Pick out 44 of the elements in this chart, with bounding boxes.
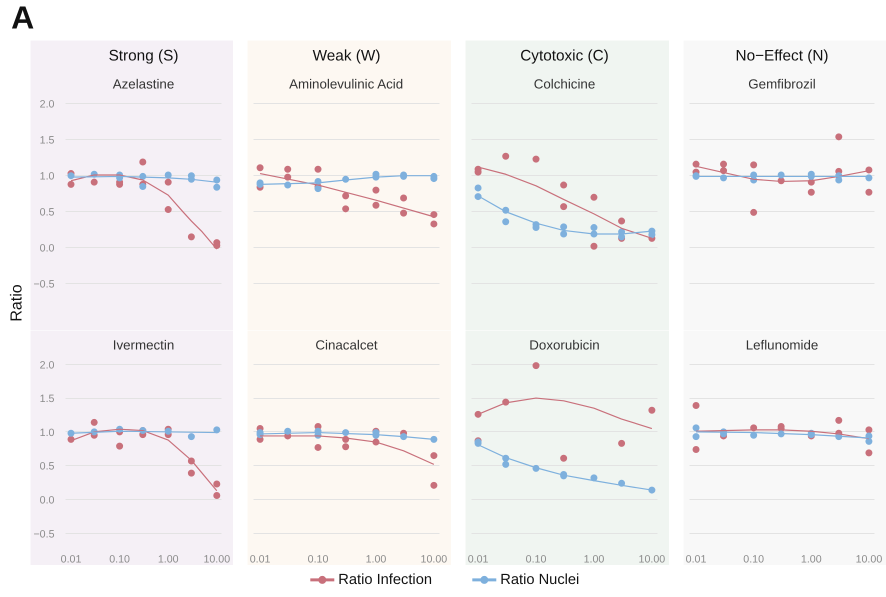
x-tick-label: 10.00	[856, 554, 882, 566]
chart-subtitle: Leflunomide	[746, 338, 818, 352]
chart-subtitle: Aminolevulinic Acid	[289, 76, 404, 92]
chart-subtitle: Colchicine	[534, 76, 596, 92]
x-tick-label: 10.00	[420, 554, 448, 566]
legend-label: Ratio Nuclei	[500, 572, 580, 588]
text: A	[11, 0, 34, 36]
y-tick-label: 2.0	[40, 98, 55, 111]
y-tick-label: −0.5	[33, 278, 55, 291]
y-tick-label: 2.0	[40, 359, 55, 372]
x-tick-label: 0.10	[743, 554, 764, 566]
x-tick-label: 1.00	[366, 554, 386, 566]
x-tick-label: 0.01	[468, 554, 489, 566]
y-axis-title: Ratio	[8, 284, 26, 322]
chart-title: No−Effect (N)	[736, 48, 829, 64]
chart-subtitle: Ivermectin	[112, 338, 174, 352]
x-tick-label: 0.01	[60, 554, 82, 566]
y-tick-label: 0.0	[40, 242, 55, 255]
x-tick-label: 10.00	[203, 554, 230, 566]
chart-subtitle: Gemfibrozil	[748, 76, 816, 92]
x-tick-label: 0.01	[686, 554, 706, 566]
x-tick-label: 0.10	[109, 554, 130, 566]
x-tick-label: 1.00	[800, 554, 822, 566]
x-tick-label: 0.10	[526, 554, 546, 566]
chart-subtitle: Azelastine	[112, 76, 174, 92]
chart-subtitle: Cinacalcet	[315, 338, 378, 352]
y-tick-label: 1.5	[40, 134, 55, 147]
y-tick-label: −0.5	[33, 528, 55, 540]
legend-label: Ratio Infection	[338, 572, 432, 588]
chart-title: Weak (W)	[312, 48, 380, 64]
y-tick-label: 1.0	[40, 426, 55, 439]
y-tick-label: 0.5	[40, 206, 55, 219]
chart-title: Cytotoxic (C)	[520, 48, 609, 64]
x-tick-label: 10.00	[638, 554, 666, 566]
y-tick-label: 0.0	[40, 494, 55, 507]
x-tick-label: 0.01	[250, 554, 271, 566]
x-tick-label: 0.10	[308, 554, 328, 566]
y-tick-label: 0.5	[40, 460, 55, 473]
chart-subtitle: Doxorubicin	[529, 338, 600, 352]
x-tick-label: 1.00	[158, 554, 179, 566]
x-tick-label: 1.00	[584, 554, 604, 566]
y-tick-label: 1.0	[40, 170, 55, 183]
y-tick-label: 1.5	[40, 393, 55, 406]
chart-title: Strong (S)	[108, 48, 178, 64]
